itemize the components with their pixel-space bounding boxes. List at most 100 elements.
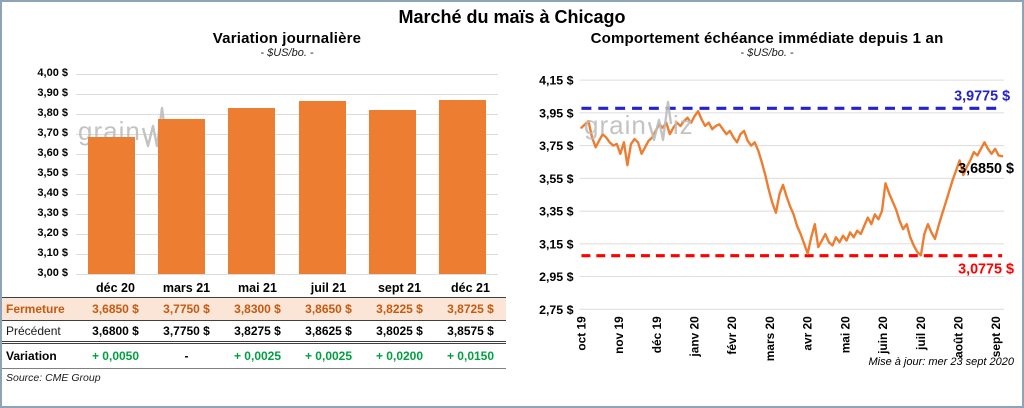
daily-variation-panel: Variation journalière - $US/bo. - 4,00 $… bbox=[2, 30, 512, 404]
gridline bbox=[76, 174, 498, 175]
y-tick-label: 3,15 $ bbox=[539, 237, 574, 251]
x-tick-label: mai 20 bbox=[838, 316, 852, 353]
gridline bbox=[76, 254, 498, 255]
y-tick-label: 3,50 $ bbox=[37, 167, 68, 179]
table-value-cell: 3,8275 $ bbox=[222, 321, 293, 344]
y-tick-label: 3,95 $ bbox=[539, 106, 574, 120]
x-tick-label: juil 20 bbox=[914, 316, 928, 351]
bar bbox=[439, 99, 487, 274]
line-chart-subtitle: - $US/bo. - bbox=[740, 47, 794, 59]
x-tick-label: févr 20 bbox=[725, 316, 739, 355]
x-tick-label: janv 20 bbox=[688, 316, 702, 358]
bar bbox=[228, 108, 276, 274]
table-value-cell: - bbox=[151, 344, 222, 369]
line-chart-title: Comportement échéance immédiate depuis 1… bbox=[590, 30, 944, 47]
updated-note: Mise à jour: mer 23 sept 2020 bbox=[868, 356, 1014, 368]
gridline bbox=[76, 274, 498, 275]
gridline bbox=[76, 214, 498, 215]
y-tick-label: 4,00 $ bbox=[37, 67, 68, 79]
y-tick-label: 3,20 $ bbox=[37, 227, 68, 239]
watermark-bolt-icon bbox=[647, 100, 673, 142]
price-series-line bbox=[580, 110, 1004, 257]
line-chart: 4,15 $ 3,95 $ 3,75 $ 3,55 $ 3,35 $ 3,15 $ 2,95… bbox=[539, 74, 1014, 362]
table-value-cell: 3,8300 $ bbox=[222, 298, 293, 321]
table-value-cell: + 0,0200 bbox=[364, 344, 435, 369]
bar bbox=[87, 137, 135, 274]
table-value-cell: + 0,0050 bbox=[80, 344, 151, 369]
y-tick-label: 3,00 $ bbox=[37, 267, 68, 279]
y-tick-label: 3,75 $ bbox=[539, 139, 574, 153]
y-tick-label: 3,35 $ bbox=[539, 205, 574, 219]
table-value-cell: 3,8650 $ bbox=[293, 298, 364, 321]
table-header-cell: déc 21 bbox=[435, 278, 506, 298]
bars-row bbox=[76, 74, 498, 274]
gridline bbox=[76, 94, 498, 95]
y-tick-label: 3,90 $ bbox=[37, 87, 68, 99]
bar-plot: 4,00 $ 3,90 $ 3,80 $ 3,70 $ 3,60 $ 3,50 $ 3,40… bbox=[37, 67, 498, 279]
x-tick-label: juin 20 bbox=[876, 316, 890, 355]
source-note: Source: CME Group bbox=[6, 372, 101, 384]
row-label: Fermeture bbox=[2, 298, 80, 321]
support-label: 3,0775 $ bbox=[958, 262, 1014, 278]
y-tick-label: 3,80 $ bbox=[37, 107, 68, 119]
row-label: Précédent bbox=[2, 321, 80, 344]
bar bbox=[157, 119, 205, 274]
watermark-text-left: grain bbox=[584, 109, 647, 140]
table-header-cell: mars 21 bbox=[151, 278, 222, 298]
bar-chart-title: Variation journalière bbox=[212, 30, 362, 47]
bar bbox=[368, 109, 416, 274]
gridline bbox=[76, 134, 498, 135]
gridline bbox=[76, 194, 498, 195]
table-value-cell: 3,7750 $ bbox=[151, 298, 222, 321]
table-value-cell: + 0,0150 bbox=[435, 344, 506, 369]
charts-container: Variation journalière - $US/bo. - 4,00 $… bbox=[2, 30, 1022, 404]
watermark-bolt-line bbox=[647, 100, 673, 142]
y-tick-label: 3,40 $ bbox=[37, 187, 68, 199]
table-value-cell: 3,8025 $ bbox=[364, 321, 435, 344]
line-chart-wrap: 4,15 $ 3,95 $ 3,75 $ 3,55 $ 3,35 $ 3,15 $ 2,95… bbox=[512, 72, 1022, 370]
row-label: Variation bbox=[2, 344, 80, 369]
resistance-label: 3,9775 $ bbox=[954, 88, 1010, 104]
gridline bbox=[76, 74, 498, 75]
table-header-cell: mai 21 bbox=[222, 278, 293, 298]
watermark-text-right: iz bbox=[672, 109, 694, 140]
x-tick-label: oct 19 bbox=[574, 316, 588, 351]
table-value-cell: 3,8625 $ bbox=[293, 321, 364, 344]
page-title: Marché du maïs à Chicago bbox=[398, 7, 626, 27]
last-price-label: 3,6850 $ bbox=[958, 161, 1014, 177]
front-month-panel: Comportement échéance immédiate depuis 1… bbox=[512, 30, 1022, 404]
price-table: déc 20 mars 21 mai 21 juil 21 sept 21 déc 21 F… bbox=[2, 278, 506, 369]
table-header-cell: juil 21 bbox=[293, 278, 364, 298]
y-tick-label: 3,10 $ bbox=[37, 247, 68, 259]
table-header-spacer bbox=[2, 278, 80, 298]
x-tick-label: sept 20 bbox=[989, 316, 1003, 357]
bar bbox=[298, 101, 346, 274]
x-tick-label: août 20 bbox=[951, 316, 965, 358]
x-tick-label: avr 20 bbox=[801, 316, 815, 351]
gridline bbox=[76, 154, 498, 155]
table-header-cell: sept 21 bbox=[364, 278, 435, 298]
gridline bbox=[76, 114, 498, 115]
table-value-cell: 3,6850 $ bbox=[80, 298, 151, 321]
x-tick-label: déc 19 bbox=[650, 316, 664, 353]
watermark-bolt-icon bbox=[141, 106, 167, 148]
table-value-cell: 3,6800 $ bbox=[80, 321, 151, 344]
table-header-cell: déc 20 bbox=[80, 278, 151, 298]
y-tick-label: 3,60 $ bbox=[37, 147, 68, 159]
table-value-cell: 3,7750 $ bbox=[151, 321, 222, 344]
y-tick-label: 3,55 $ bbox=[539, 172, 574, 186]
y-tick-label: 3,70 $ bbox=[37, 127, 68, 139]
table-value-cell: + 0,0025 bbox=[293, 344, 364, 369]
table-value-cell: 3,8575 $ bbox=[435, 321, 506, 344]
table-value-cell: 3,8725 $ bbox=[435, 298, 506, 321]
table-value-cell: + 0,0025 bbox=[222, 344, 293, 369]
y-tick-label: 4,15 $ bbox=[539, 74, 574, 88]
x-tick-label: mars 20 bbox=[763, 316, 777, 361]
bar-chart-subtitle: - $US/bo. - bbox=[260, 47, 314, 59]
y-tick-label: 2,95 $ bbox=[539, 270, 574, 284]
table-value-cell: 3,8225 $ bbox=[364, 298, 435, 321]
x-tick-label: nov 19 bbox=[612, 316, 626, 354]
watermark-bolt-line bbox=[141, 106, 167, 148]
